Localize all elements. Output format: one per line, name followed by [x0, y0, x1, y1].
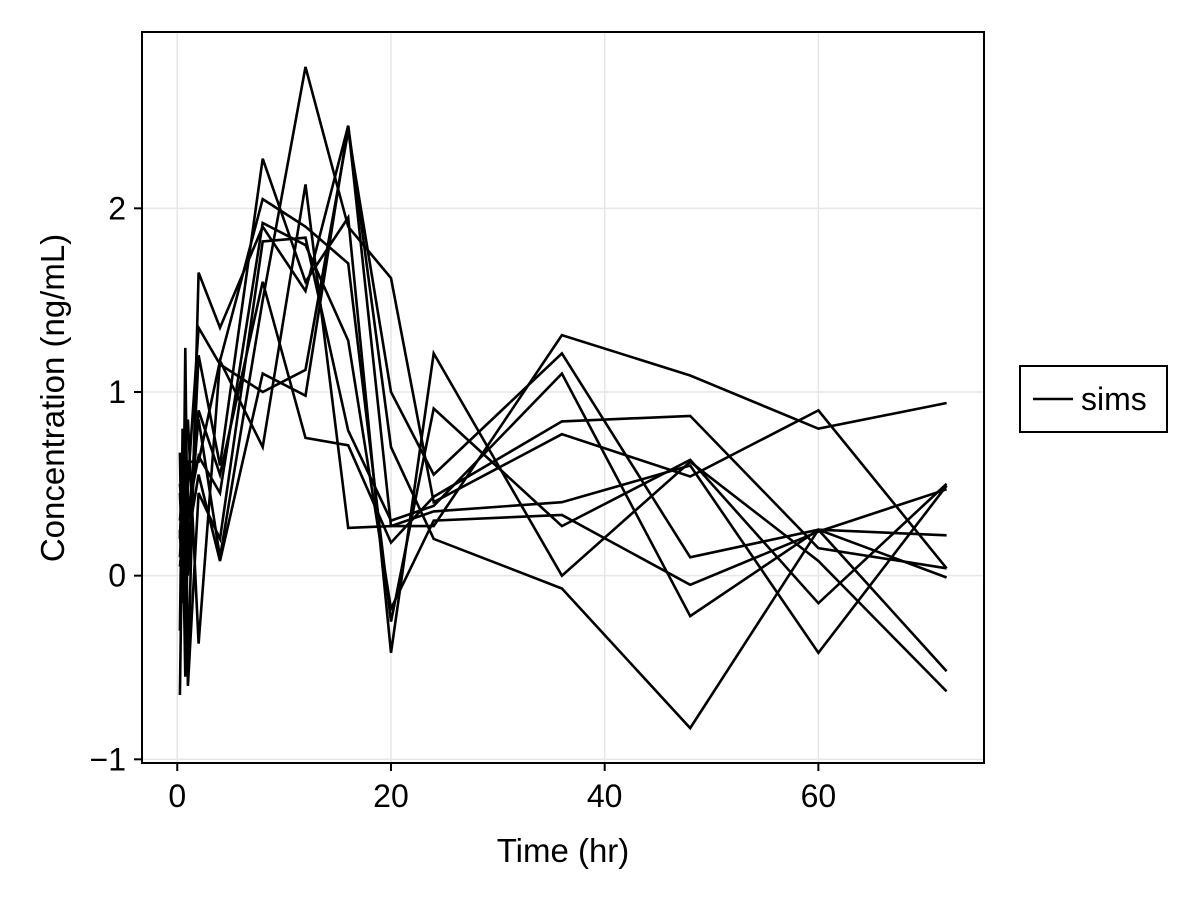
x-tick-label: 40	[587, 778, 623, 814]
y-tick-label: −1	[90, 741, 126, 777]
y-tick-label: 2	[108, 190, 126, 226]
axis-ticks: 0 20 40 60 −1 0 1 2	[90, 190, 837, 814]
series-line-7	[178, 184, 948, 677]
y-tick-label: 1	[108, 374, 126, 410]
legend: sims	[1019, 365, 1168, 433]
x-tick-label: 0	[168, 778, 186, 814]
y-axis-title: Concentration (ng/mL)	[34, 234, 71, 562]
series-lines	[178, 66, 948, 731]
grid	[142, 32, 984, 763]
series-line-6	[178, 130, 948, 696]
legend-entry-label: sims	[1081, 381, 1147, 417]
x-axis-title: Time (hr)	[497, 832, 630, 869]
y-tick-label: 0	[108, 558, 126, 594]
x-tick-label: 20	[373, 778, 409, 814]
series-line-8	[178, 236, 948, 686]
series-line-5	[178, 66, 948, 659]
x-tick-label: 60	[801, 778, 837, 814]
series-line-10	[178, 221, 948, 613]
series-line-9	[178, 281, 947, 595]
plot-frame	[141, 31, 985, 764]
